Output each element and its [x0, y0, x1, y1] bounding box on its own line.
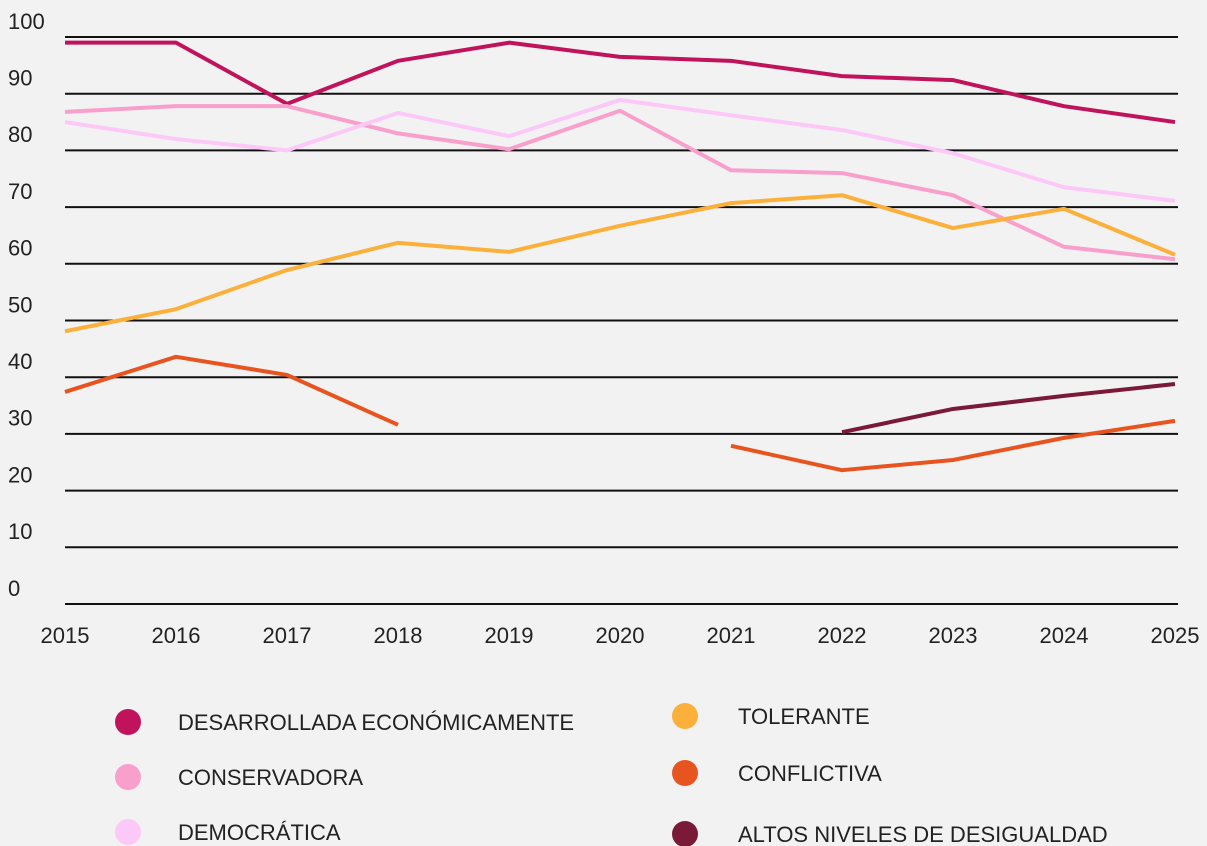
series-line	[64, 104, 1176, 262]
x-tick-label: 2019	[485, 623, 534, 648]
series-line	[65, 40, 1176, 125]
legend-marker	[672, 703, 698, 729]
legend-label: DEMOCRÁTICA	[178, 820, 341, 845]
legend-label: CONSERVADORA	[178, 765, 363, 790]
x-tick-label: 2018	[374, 623, 423, 648]
legend-label: TOLERANTE	[738, 704, 870, 729]
y-tick-label: 40	[8, 349, 32, 374]
legend-marker	[672, 821, 698, 846]
y-tick-label: 10	[8, 519, 32, 544]
series-line	[64, 354, 1176, 473]
legend-marker	[115, 764, 141, 790]
y-tick-label: 70	[8, 179, 32, 204]
x-tick-label: 2021	[707, 623, 756, 648]
y-tick-label: 90	[8, 66, 32, 91]
x-tick-label: 2017	[263, 623, 312, 648]
x-tick-label: 2020	[596, 623, 645, 648]
y-tick-label: 60	[8, 236, 32, 261]
y-tick-label: 0	[8, 576, 20, 601]
x-tick-label: 2022	[818, 623, 867, 648]
legend-marker	[115, 819, 141, 845]
legend-marker	[672, 760, 698, 786]
legend-marker	[115, 709, 141, 735]
y-tick-label: 50	[8, 292, 32, 317]
x-tick-label: 2016	[152, 623, 201, 648]
y-tick-label: 80	[8, 122, 32, 147]
legend-label: DESARROLLADA ECONÓMICAMENTE	[178, 710, 574, 735]
series-line	[841, 382, 1176, 435]
x-tick-label: 2024	[1040, 623, 1089, 648]
y-tick-label: 20	[8, 462, 32, 487]
series-line	[64, 193, 1176, 334]
legend-label: ALTOS NIVELES DE DESIGUALDAD	[738, 822, 1108, 846]
x-tick-label: 2023	[929, 623, 978, 648]
x-tick-label: 2015	[41, 623, 90, 648]
y-tick-label: 100	[8, 9, 45, 34]
y-tick-label: 30	[8, 406, 32, 431]
legend-label: CONFLICTIVA	[738, 761, 882, 786]
x-tick-label: 2025	[1151, 623, 1200, 648]
series-line	[64, 97, 1176, 203]
